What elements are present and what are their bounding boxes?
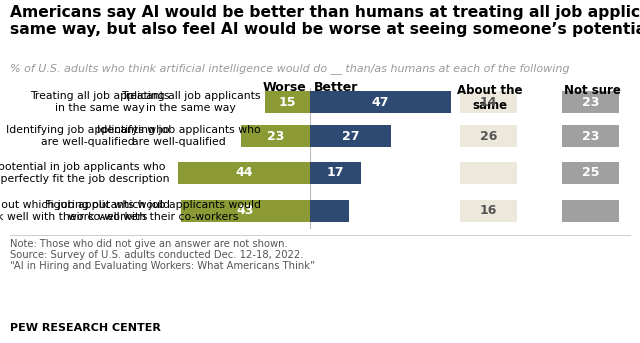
Bar [181,200,310,222]
Text: Treating all job applicants
in the same way: Treating all job applicants in the same … [122,91,261,113]
Text: 14: 14 [480,95,497,108]
Text: 16: 16 [480,204,497,217]
Text: Figuring out which job applicants would
work well with their co-workers: Figuring out which job applicants would … [45,200,261,222]
Text: Not sure: Not sure [564,84,620,97]
Text: 14: 14 [0,342,1,343]
Text: Source: Survey of U.S. adults conducted Dec. 12-18, 2022.: Source: Survey of U.S. adults conducted … [10,250,303,260]
Bar [310,125,391,147]
Bar [460,91,517,113]
Bar [460,200,517,222]
Text: Note: Those who did not give an answer are not shown.: Note: Those who did not give an answer a… [10,239,288,249]
Bar [562,91,619,113]
Text: Figuring out which job applicants would
work well with their co-workers: Figuring out which job applicants would … [0,200,170,222]
Text: Americans say AI would be better than humans at treating all job applicants in t: Americans say AI would be better than hu… [10,5,640,37]
Text: About the
same: About the same [457,84,523,112]
Text: 17: 17 [327,166,344,179]
Bar [460,162,517,184]
Text: 23: 23 [582,95,599,108]
Bar [265,91,310,113]
Text: “AI in Hiring and Evaluating Workers: What Americans Think”: “AI in Hiring and Evaluating Workers: Wh… [10,261,315,271]
Text: 15: 15 [279,95,296,108]
Text: 47: 47 [372,95,389,108]
Text: 26: 26 [480,130,497,142]
Text: PEW RESEARCH CENTER: PEW RESEARCH CENTER [10,323,161,333]
Text: Seeing potential in job applicants who
may not perfectly fit the job description: Seeing potential in job applicants who m… [0,162,170,184]
Text: Seeing potential in job applicants who
may not perfectly fit the job description: Seeing potential in job applicants who m… [0,342,1,343]
Bar [562,125,619,147]
Text: Worse: Worse [262,81,306,94]
Bar [241,125,310,147]
Text: Better: Better [314,81,358,94]
Bar [178,162,310,184]
Text: Identifying job applicants who
are well-qualified: Identifying job applicants who are well-… [6,125,170,147]
Text: 27: 27 [342,130,359,142]
Text: Identifying job applicants who
are well-qualified: Identifying job applicants who are well-… [97,125,261,147]
Bar [562,162,619,184]
Text: 25: 25 [582,166,599,179]
Text: 13: 13 [0,342,1,343]
Text: % of U.S. adults who think artificial intelligence would do __ than/as humans at: % of U.S. adults who think artificial in… [10,63,570,74]
Text: Treating all job applicants
in the same way: Treating all job applicants in the same … [31,91,170,113]
Text: 44: 44 [236,166,253,179]
Bar [310,162,361,184]
Bar [310,200,349,222]
Bar [460,125,517,147]
Text: 23: 23 [582,130,599,142]
Text: 43: 43 [237,204,254,217]
Text: 23: 23 [267,130,284,142]
Bar [562,200,619,222]
Bar [310,91,451,113]
Text: 28: 28 [0,342,1,343]
